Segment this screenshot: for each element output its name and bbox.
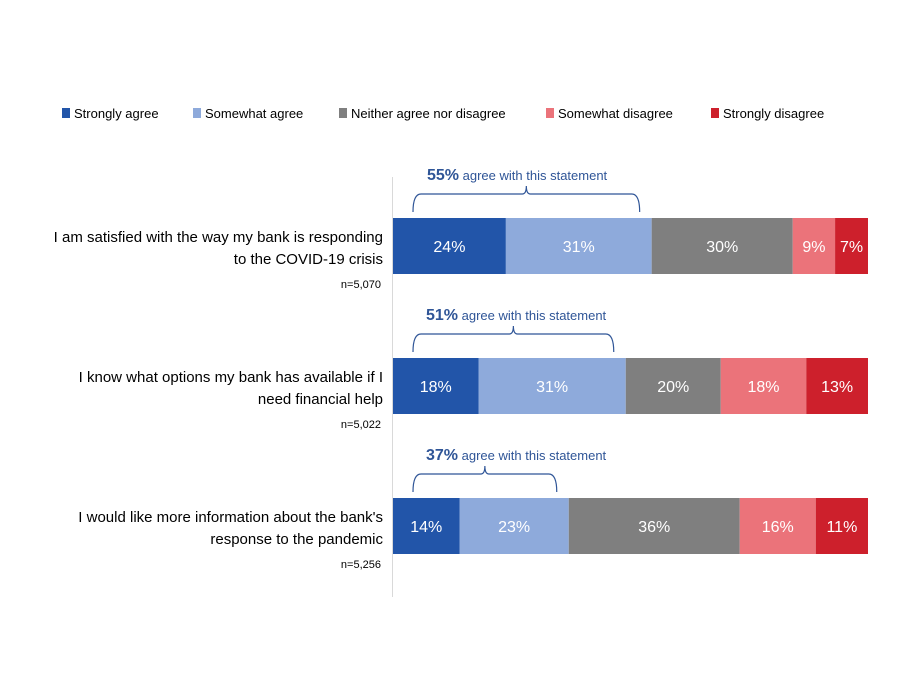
agree-text: agree with this statement — [458, 308, 607, 323]
bar-segment — [720, 358, 807, 414]
bar-segment — [651, 218, 793, 274]
data-label: 16% — [762, 519, 794, 536]
category-label: I am satisfied with the way my bank is r… — [54, 229, 383, 246]
legend-label: Somewhat disagree — [558, 106, 673, 121]
data-label: 31% — [563, 239, 595, 256]
category-label: response to the pandemic — [210, 531, 383, 548]
bar-segment — [568, 498, 740, 554]
legend-swatch — [546, 108, 554, 118]
bar-segment — [459, 498, 569, 554]
sample-size-label: n=5,070 — [341, 279, 381, 291]
bar-segment — [505, 218, 652, 274]
agree-bracket — [412, 185, 641, 213]
data-label: 18% — [747, 379, 779, 396]
legend-label: Somewhat agree — [205, 106, 303, 121]
agree-annotation: 55% agree with this statement — [427, 167, 608, 184]
bar-segment — [393, 218, 506, 274]
agree-percent: 55% — [427, 167, 459, 184]
sample-size-label: n=5,022 — [341, 419, 381, 431]
agree-percent: 37% — [426, 447, 458, 464]
category-label: I would like more information about the … — [78, 509, 383, 526]
category-label: I know what options my bank has availabl… — [79, 369, 383, 386]
data-label: 13% — [821, 379, 853, 396]
agree-bracket — [412, 465, 558, 493]
legend-swatch — [62, 108, 70, 118]
data-label: 36% — [638, 519, 670, 536]
legend-label: Neither agree nor disagree — [351, 106, 506, 121]
category-label: need financial help — [258, 391, 383, 408]
legend-swatch — [193, 108, 201, 118]
bar-segment — [815, 498, 868, 554]
legend-label: Strongly disagree — [723, 106, 824, 121]
category-label: to the COVID-19 crisis — [234, 251, 383, 268]
legend-label: Strongly agree — [74, 106, 159, 121]
bar-segment — [792, 218, 836, 274]
agree-bracket — [412, 325, 615, 353]
data-label: 30% — [706, 239, 738, 256]
data-label: 18% — [420, 379, 452, 396]
bar-segment — [739, 498, 816, 554]
agree-text: agree with this statement — [459, 168, 608, 183]
agree-annotation: 51% agree with this statement — [426, 307, 607, 324]
bar-segment — [625, 358, 721, 414]
agree-annotation: 37% agree with this statement — [426, 447, 607, 464]
bar-segment — [393, 358, 479, 414]
bar-segment — [806, 358, 868, 414]
bar-segment — [478, 358, 626, 414]
data-label: 11% — [826, 519, 857, 536]
legend-swatch — [339, 108, 347, 118]
data-label: 31% — [536, 379, 568, 396]
data-label: 24% — [433, 239, 465, 256]
data-label: 14% — [410, 519, 442, 536]
data-label: 7% — [840, 239, 863, 256]
legend-swatch — [711, 108, 719, 118]
data-label: 23% — [498, 519, 530, 536]
bar-segment — [393, 498, 460, 554]
agree-text: agree with this statement — [458, 448, 607, 463]
data-label: 9% — [802, 239, 825, 256]
sample-size-label: n=5,256 — [341, 559, 381, 571]
agree-percent: 51% — [426, 307, 458, 324]
bar-segment — [835, 218, 868, 274]
data-label: 20% — [657, 379, 689, 396]
